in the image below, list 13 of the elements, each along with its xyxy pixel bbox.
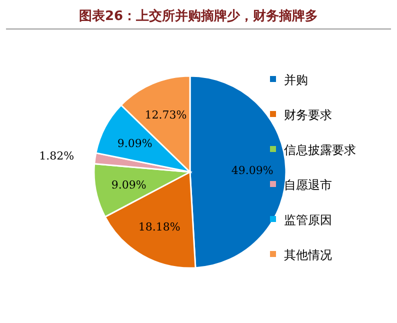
data-label: 9.09% <box>111 178 146 192</box>
legend-label: 财务要求 <box>284 108 332 122</box>
data-label: 49.09% <box>231 164 274 178</box>
legend-label: 其他情况 <box>284 248 332 262</box>
data-label: 12.73% <box>144 108 187 122</box>
legend-label: 监管原因 <box>284 213 332 227</box>
data-label: 9.09% <box>117 136 152 150</box>
data-label: 1.82% <box>39 149 74 162</box>
chart-title: 图表26：上交所并购摘牌少，财务摘牌多 <box>78 8 318 24</box>
legend-label: 并购 <box>284 73 308 87</box>
legend-label: 自愿退市 <box>284 178 332 192</box>
data-label: 18.18% <box>138 220 180 234</box>
legend-label: 信息披露要求 <box>284 143 356 157</box>
